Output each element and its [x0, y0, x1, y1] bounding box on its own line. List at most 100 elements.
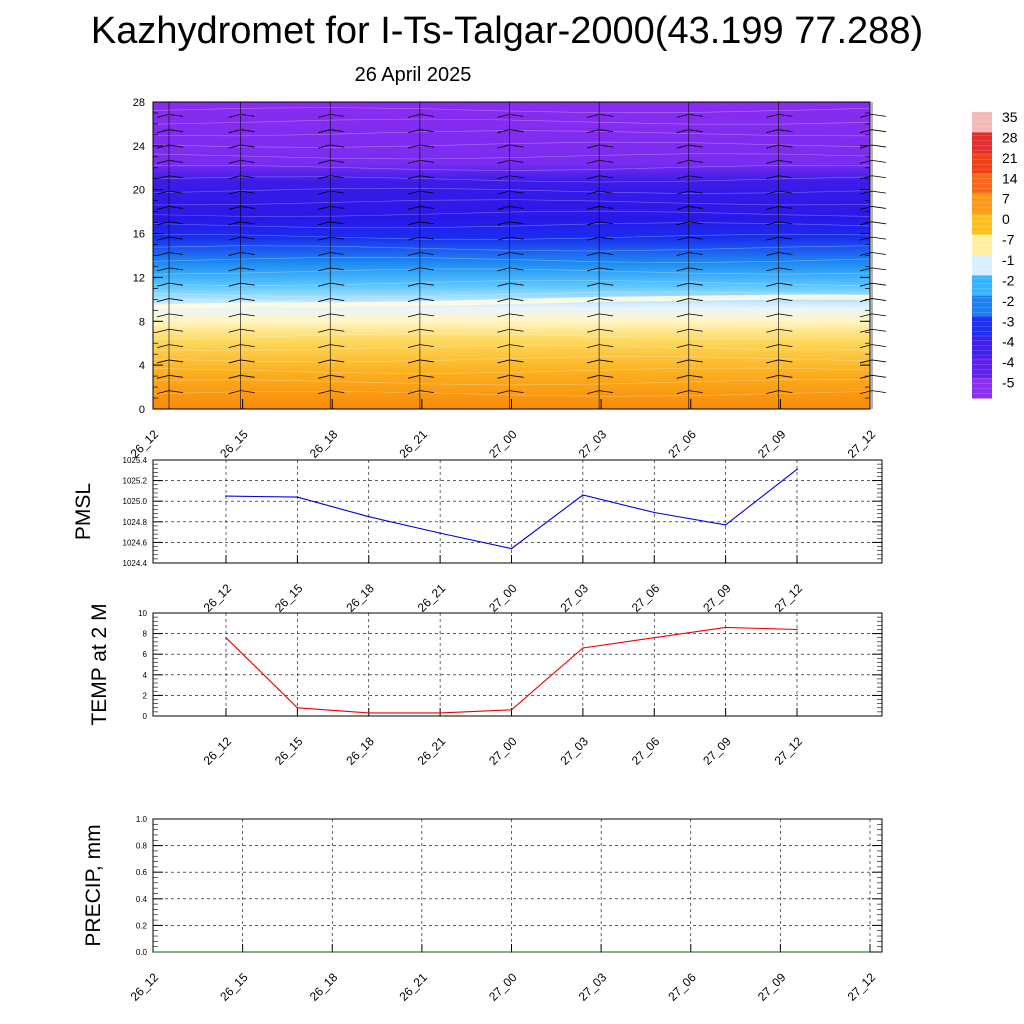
y-tick-label: 6	[143, 650, 148, 659]
wind-barb	[766, 160, 779, 164]
wind-barb	[407, 390, 420, 395]
wind-barb-flag	[599, 390, 614, 394]
wind-barb-flag	[419, 313, 434, 317]
wind-barb	[676, 374, 689, 379]
wind-barb-flag	[168, 160, 184, 163]
wind-barb-flag	[330, 160, 345, 163]
wind-barb-flag	[688, 313, 703, 317]
wind-barb	[587, 113, 600, 118]
data-point	[653, 636, 656, 639]
x-tick-label: 27_06	[629, 581, 663, 615]
wind-barb-flag	[168, 328, 184, 332]
wind-barb-flag	[330, 344, 345, 347]
wind-barb-flag	[778, 160, 793, 163]
wind-barb	[228, 374, 241, 379]
wind-barb	[587, 144, 600, 149]
wind-barb-flag	[330, 298, 345, 301]
wind-barb	[407, 344, 420, 348]
wind-barb	[228, 236, 241, 241]
wind-barb-flag	[599, 175, 614, 179]
wind-barb-flag	[330, 144, 345, 148]
wind-barb	[587, 313, 600, 318]
wind-barb-flag	[419, 344, 434, 347]
wind-barb	[497, 390, 510, 395]
wind-barb	[407, 328, 420, 333]
y-tick-label: 20	[133, 185, 145, 197]
data-point	[796, 468, 798, 471]
wind-barb	[228, 160, 241, 164]
y-tick-label: 4	[143, 671, 148, 680]
wind-barb-flag	[688, 221, 703, 225]
wind-barb-flag	[419, 175, 434, 179]
wind-barb-flag	[688, 160, 703, 163]
wind-barb-flag	[240, 175, 255, 179]
colorbar-label: 7	[1002, 191, 1010, 207]
colorbar-label: -4	[1002, 354, 1015, 370]
wind-barb-flag	[240, 206, 255, 209]
contour-line	[152, 245, 871, 252]
wind-barb-flag	[168, 190, 184, 194]
wind-barb	[676, 359, 689, 364]
contour-line	[152, 256, 871, 263]
wind-barb	[766, 298, 779, 302]
wind-barb	[676, 221, 689, 226]
wind-barb-flag	[168, 252, 184, 255]
contour-line	[152, 291, 871, 298]
data-point	[653, 511, 656, 514]
page-subtitle: 26 April 2025	[354, 64, 472, 86]
wind-barb-flag	[330, 206, 345, 209]
y-tick-label: 4	[139, 360, 145, 372]
contour-line	[152, 321, 871, 328]
wind-barb-flag	[330, 129, 345, 133]
wind-barb	[407, 175, 420, 180]
wind-barb-flag	[871, 298, 887, 301]
wind-barb	[587, 298, 600, 302]
colorbar-swatch	[972, 152, 992, 174]
y-tick-label: 1024.6	[123, 538, 148, 547]
wind-barb-flag	[778, 298, 793, 301]
colorbar-label: -2	[1002, 272, 1015, 288]
wind-barb	[407, 206, 420, 210]
wind-barb-flag	[871, 206, 887, 209]
wind-barb	[497, 175, 510, 180]
wind-barb-flag	[330, 252, 345, 255]
wind-barb-flag	[509, 313, 524, 317]
y-tick-label: 0	[139, 404, 145, 416]
wind-barb-flag	[688, 144, 703, 148]
wind-barb-flag	[871, 190, 887, 194]
wind-barb-flag	[871, 390, 887, 394]
wind-barb-flag	[778, 282, 793, 286]
wind-barb	[318, 267, 331, 272]
colorbar-label: 0	[1002, 211, 1010, 227]
contour-line	[152, 309, 871, 316]
wind-barb	[318, 313, 331, 318]
wind-barb	[156, 313, 170, 318]
wind-barb	[766, 252, 779, 256]
wind-barb	[497, 113, 510, 118]
wind-barb-flag	[599, 344, 614, 347]
wind-barb-flag	[509, 359, 524, 363]
contour-line	[152, 164, 871, 171]
wind-barb-flag	[419, 160, 434, 163]
wind-barb	[766, 328, 779, 333]
wind-barb	[587, 129, 600, 134]
y-tick-label: 8	[143, 630, 148, 639]
wind-barb	[407, 282, 420, 287]
data-point	[869, 951, 871, 953]
wind-barb	[318, 359, 331, 364]
wind-barb-flag	[688, 344, 703, 347]
wind-barb	[156, 160, 170, 164]
wind-barb	[766, 175, 779, 180]
wind-barb-flag	[419, 267, 434, 271]
contour-line	[152, 280, 871, 286]
wind-barb	[766, 236, 779, 241]
wind-barb	[766, 359, 779, 364]
y-axis-label: PRECIP, mm	[82, 824, 105, 946]
wind-barb	[497, 298, 510, 302]
wind-barb	[587, 190, 600, 195]
colorbar-swatch	[972, 132, 992, 154]
x-tick-label: 27_00	[486, 970, 520, 1004]
colorbar-swatch	[972, 275, 992, 297]
wind-barb-flag	[688, 298, 703, 301]
wind-barb	[318, 144, 331, 149]
